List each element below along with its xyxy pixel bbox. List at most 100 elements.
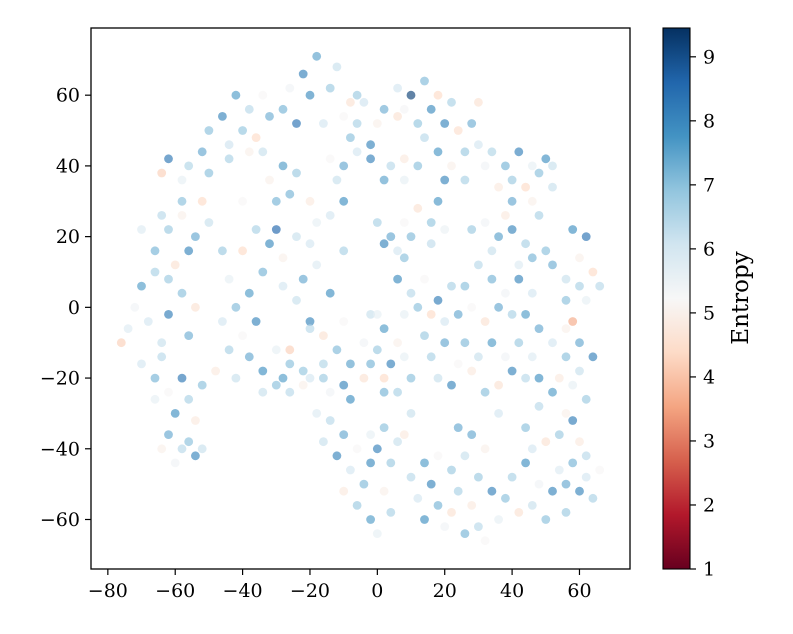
data-point — [278, 104, 288, 114]
data-point — [494, 302, 503, 312]
data-point — [271, 345, 281, 355]
data-point — [413, 119, 423, 128]
x-tick-label: 60 — [567, 580, 591, 602]
data-point — [379, 373, 389, 383]
data-point — [420, 274, 429, 284]
data-point — [123, 324, 133, 333]
data-point — [379, 239, 389, 249]
data-point — [501, 288, 510, 298]
plot-frame — [90, 27, 631, 570]
data-point — [426, 104, 436, 114]
data-point — [453, 310, 463, 319]
data-point — [521, 182, 530, 192]
data-point — [561, 479, 571, 489]
data-point — [339, 246, 349, 256]
data-point — [386, 458, 396, 468]
data-point — [595, 465, 605, 475]
data-point — [534, 401, 544, 411]
data-point — [164, 430, 173, 439]
data-point — [325, 288, 335, 298]
data-point — [548, 161, 557, 171]
x-tick-label: 0 — [371, 580, 383, 602]
data-point — [386, 508, 396, 517]
data-point — [399, 104, 409, 114]
data-point — [204, 126, 214, 135]
data-point — [366, 140, 375, 150]
data-point — [575, 486, 584, 496]
data-point — [285, 345, 295, 355]
colorbar — [662, 27, 691, 570]
data-point — [211, 366, 221, 376]
y-tick-label: −60 — [40, 509, 80, 531]
data-point — [224, 274, 234, 284]
data-point — [325, 154, 335, 164]
data-point — [359, 373, 369, 383]
data-point — [440, 175, 450, 185]
x-axis: −80 −60 −40 −20 0 20 40 60 — [88, 569, 592, 602]
data-point — [406, 409, 416, 418]
data-point — [534, 211, 544, 220]
data-point — [474, 140, 483, 150]
data-point — [474, 522, 483, 531]
data-point — [460, 281, 470, 291]
data-point — [319, 359, 328, 369]
data-point — [359, 338, 369, 348]
data-point — [325, 387, 335, 397]
data-point — [440, 317, 450, 326]
data-point — [346, 97, 355, 107]
data-point — [339, 317, 349, 326]
colorbar-ticks: 1 2 3 4 5 6 7 8 9 — [690, 46, 715, 581]
data-point — [339, 380, 349, 390]
data-point — [305, 373, 315, 383]
data-point — [406, 472, 416, 482]
data-point — [339, 161, 349, 171]
data-point — [527, 352, 537, 362]
data-point — [346, 394, 355, 404]
data-point — [285, 359, 295, 369]
data-point — [480, 317, 490, 326]
data-point — [197, 444, 207, 454]
x-tick-label: 20 — [433, 580, 457, 602]
data-point — [581, 295, 591, 305]
colorbar-tick-label: 3 — [703, 430, 715, 452]
data-point — [116, 338, 126, 348]
x-tick-label: −40 — [223, 580, 263, 602]
data-point — [399, 310, 409, 319]
data-point — [514, 260, 524, 270]
data-point — [278, 253, 288, 263]
data-point — [534, 479, 544, 489]
data-point — [379, 175, 389, 185]
data-point — [319, 331, 328, 340]
data-point — [581, 394, 591, 404]
data-point — [480, 387, 490, 397]
data-point — [352, 119, 362, 128]
data-point — [352, 501, 362, 510]
data-point — [399, 430, 409, 439]
data-point — [332, 175, 342, 185]
data-point — [197, 147, 207, 157]
data-point — [588, 352, 598, 362]
data-point — [251, 225, 261, 234]
data-point — [548, 387, 557, 397]
data-point — [433, 196, 443, 206]
data-point — [581, 451, 591, 461]
data-point — [514, 338, 524, 348]
data-point — [379, 486, 389, 496]
data-point — [548, 182, 557, 192]
data-point — [420, 133, 429, 143]
data-point — [197, 380, 207, 390]
data-point — [244, 104, 254, 114]
colorbar-tick-label: 8 — [703, 110, 715, 132]
data-point — [346, 465, 355, 475]
data-point — [440, 338, 450, 348]
data-point — [494, 380, 503, 390]
data-point — [447, 161, 456, 171]
data-point — [399, 352, 409, 362]
data-point — [386, 232, 396, 242]
data-point — [440, 522, 450, 531]
data-point — [218, 112, 227, 121]
data-point — [319, 373, 328, 383]
data-point — [507, 366, 517, 376]
data-point — [501, 352, 510, 362]
data-point — [164, 225, 173, 234]
